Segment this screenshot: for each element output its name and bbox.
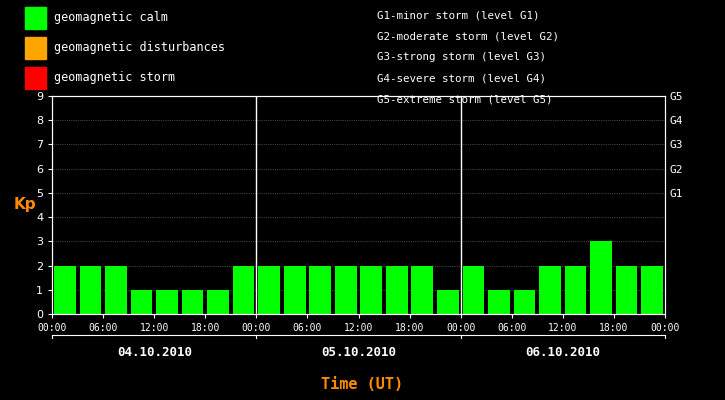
Text: G2-moderate storm (level G2): G2-moderate storm (level G2) — [377, 31, 559, 41]
Text: 05.10.2010: 05.10.2010 — [321, 346, 396, 359]
Bar — [616, 266, 637, 314]
Text: geomagnetic storm: geomagnetic storm — [54, 72, 175, 84]
Bar — [437, 290, 459, 314]
Bar — [80, 266, 102, 314]
Bar — [539, 266, 561, 314]
Bar — [513, 290, 535, 314]
Bar — [412, 266, 433, 314]
Bar — [258, 266, 280, 314]
Text: G1-minor storm (level G1): G1-minor storm (level G1) — [377, 10, 539, 20]
Bar — [284, 266, 305, 314]
Bar — [641, 266, 663, 314]
Text: G4-severe storm (level G4): G4-severe storm (level G4) — [377, 74, 546, 84]
Bar — [182, 290, 204, 314]
Text: 06.10.2010: 06.10.2010 — [525, 346, 600, 359]
Bar — [565, 266, 587, 314]
Bar — [54, 266, 76, 314]
Bar — [488, 290, 510, 314]
Bar — [360, 266, 382, 314]
Text: G5-extreme storm (level G5): G5-extreme storm (level G5) — [377, 95, 552, 105]
Text: Time (UT): Time (UT) — [321, 377, 404, 392]
Bar — [130, 290, 152, 314]
Text: 04.10.2010: 04.10.2010 — [117, 346, 192, 359]
Bar — [335, 266, 357, 314]
Bar — [233, 266, 254, 314]
Bar — [310, 266, 331, 314]
Bar — [105, 266, 127, 314]
Bar — [386, 266, 407, 314]
Bar — [207, 290, 229, 314]
Text: geomagnetic calm: geomagnetic calm — [54, 12, 168, 24]
Bar — [463, 266, 484, 314]
Bar — [590, 241, 612, 314]
Bar — [156, 290, 178, 314]
Y-axis label: Kp: Kp — [14, 198, 36, 212]
Text: geomagnetic disturbances: geomagnetic disturbances — [54, 42, 225, 54]
Text: G3-strong storm (level G3): G3-strong storm (level G3) — [377, 52, 546, 62]
